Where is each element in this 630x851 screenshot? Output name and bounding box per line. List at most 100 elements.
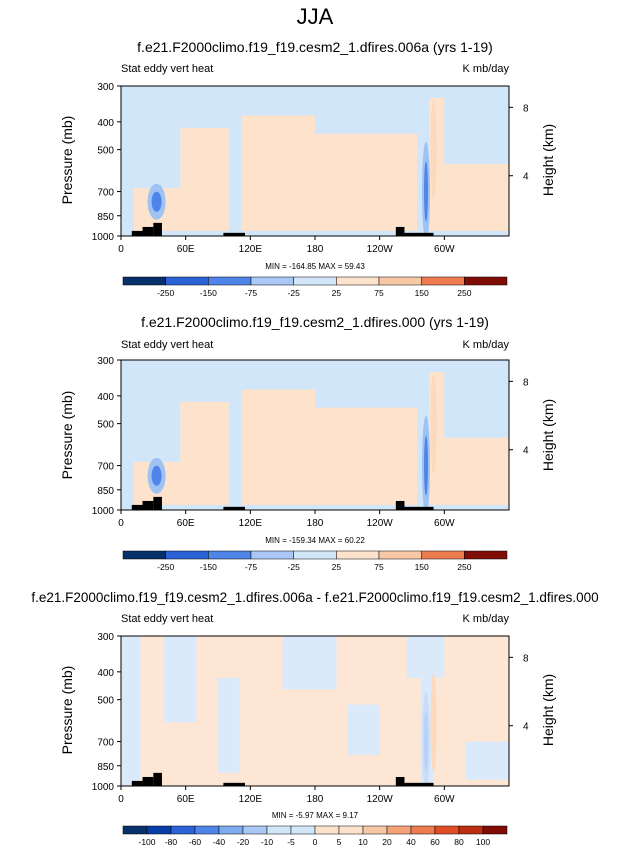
colorbar-swatch xyxy=(421,276,465,286)
colorbar-label: 250 xyxy=(457,562,471,572)
x-tick-label: 180 xyxy=(307,244,324,255)
x-tick-label: 120W xyxy=(367,518,394,529)
negative-region xyxy=(180,360,229,402)
topography xyxy=(142,776,154,786)
colorbar-label: 20 xyxy=(382,837,392,847)
maximum-contour xyxy=(430,672,437,773)
colorbar-swatch xyxy=(314,825,340,835)
topography xyxy=(153,772,162,786)
colorbar-label: 150 xyxy=(415,562,429,572)
colorbar-swatch xyxy=(122,825,148,835)
panel-3-plot: 300 400 500 700 850 1000 8 4 0 60E 120E 180 120W 60W xyxy=(92,632,529,805)
negative-region xyxy=(241,360,315,390)
colorbar-swatch xyxy=(242,825,268,835)
negative-region xyxy=(241,86,315,116)
colorbar-swatch xyxy=(208,276,252,286)
panel-3-right-label: K mb/day xyxy=(463,613,510,625)
y-tick-label: 400 xyxy=(97,118,114,129)
panel-3-stats: MIN = -5.97 MAX = 9.17 xyxy=(272,811,359,820)
colorbar-label: -75 xyxy=(245,562,258,572)
height-tick-label: 4 xyxy=(523,172,529,183)
colorbar-swatch xyxy=(338,825,364,835)
colorbar-swatch xyxy=(146,825,172,835)
panel-2-right-axis-title: Height (km) xyxy=(540,399,556,471)
negative-region-surface xyxy=(121,230,509,236)
negative-region xyxy=(444,360,509,438)
topography xyxy=(223,506,245,510)
panel-2-plot: 300 400 500 700 850 1000 8 4 0 60E 120E 180 120W 60W xyxy=(92,356,529,529)
colorbar-label: 25 xyxy=(332,562,342,572)
x-tick-label: 60E xyxy=(177,794,195,805)
colorbar-swatch xyxy=(458,825,484,835)
panel-3-right-axis-title: Height (km) xyxy=(540,674,556,746)
topography xyxy=(131,504,143,510)
x-tick-label: 180 xyxy=(307,794,324,805)
maximum-contour xyxy=(430,373,437,474)
colorbar-label: 75 xyxy=(374,562,384,572)
negative-region xyxy=(133,86,181,188)
colorbar-label: -10 xyxy=(261,837,274,847)
negative-region xyxy=(121,360,134,510)
panel-3-y-axis-title: Pressure (mb) xyxy=(59,666,75,755)
colorbar-swatch xyxy=(122,550,166,560)
negative-region xyxy=(347,704,380,756)
y-tick-label: 500 xyxy=(97,146,114,157)
colorbar-swatch xyxy=(165,550,209,560)
topography xyxy=(223,232,245,236)
negative-region xyxy=(228,86,242,236)
y-tick-label: 300 xyxy=(97,632,114,643)
colorbar-swatch xyxy=(464,550,508,560)
colorbar-label: -40 xyxy=(213,837,226,847)
y-tick-label: 1000 xyxy=(92,232,115,243)
x-tick-label: 0 xyxy=(118,518,124,529)
colorbar-swatch xyxy=(250,550,294,560)
topography xyxy=(142,226,154,236)
colorbar-label: -75 xyxy=(245,288,258,298)
negative-region xyxy=(465,741,509,780)
colorbar-swatch xyxy=(482,825,508,835)
colorbar-swatch xyxy=(290,825,316,835)
topography xyxy=(223,782,245,786)
x-tick-label: 120E xyxy=(239,244,263,255)
height-tick-label: 4 xyxy=(523,722,529,733)
colorbar-label: -150 xyxy=(200,288,217,298)
y-tick-label: 700 xyxy=(97,462,114,473)
topography xyxy=(395,500,405,510)
y-tick-label: 300 xyxy=(97,356,114,367)
colorbar-swatch xyxy=(170,825,196,835)
panel-1-right-axis-title: Height (km) xyxy=(540,124,556,196)
panel-3-colorbar: -100 -80 -60 -40 -20 -10 -5 0 5 10 20 40 60 80 100 xyxy=(122,825,508,847)
colorbar-swatch xyxy=(208,550,252,560)
minimum-core xyxy=(424,711,429,772)
colorbar-swatch xyxy=(378,276,422,286)
colorbar-swatch xyxy=(386,825,412,835)
panel-1-colorbar: -250 -150 -75 -25 25 75 150 250 xyxy=(122,276,508,298)
maximum-contour xyxy=(430,99,437,200)
topography xyxy=(404,232,434,236)
panel-1-left-label: Stat eddy vert heat xyxy=(121,63,213,75)
negative-region xyxy=(180,86,229,128)
negative-region xyxy=(444,86,509,164)
x-tick-label: 120E xyxy=(239,794,263,805)
topography xyxy=(142,500,154,510)
negative-region xyxy=(121,86,134,236)
colorbar-label: -5 xyxy=(287,837,295,847)
colorbar-label: 25 xyxy=(332,288,342,298)
negative-region xyxy=(315,360,418,408)
y-tick-label: 1000 xyxy=(92,782,115,793)
colorbar-swatch xyxy=(434,825,460,835)
minimum-core xyxy=(424,161,429,222)
topography xyxy=(153,496,162,510)
colorbar-label: -250 xyxy=(157,562,174,572)
colorbar-label: 75 xyxy=(374,288,384,298)
x-tick-label: 60W xyxy=(434,244,455,255)
colorbar-label: -250 xyxy=(157,288,174,298)
height-tick-label: 4 xyxy=(523,446,529,457)
y-tick-label: 500 xyxy=(97,420,114,431)
y-tick-label: 500 xyxy=(97,696,114,707)
colorbar-label: 150 xyxy=(415,288,429,298)
topography xyxy=(153,222,162,236)
colorbar-label: -100 xyxy=(138,837,155,847)
panel-3-title: f.e21.F2000climo.f19_f19.cesm2_1.dfires.… xyxy=(31,590,598,605)
y-tick-label: 1000 xyxy=(92,506,115,517)
